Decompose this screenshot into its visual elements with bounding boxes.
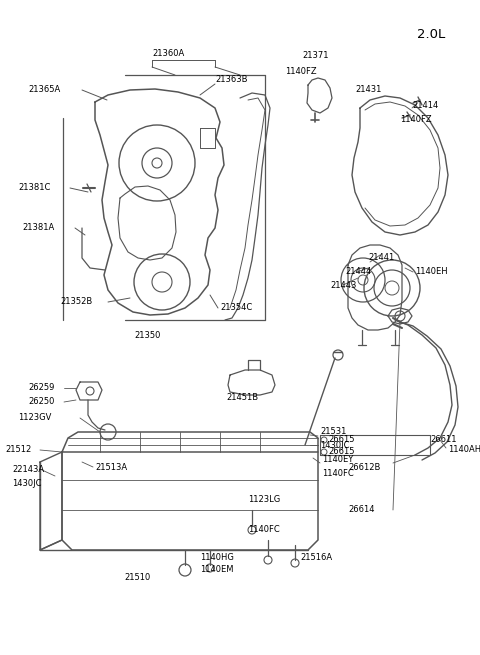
Text: 21510: 21510	[125, 574, 151, 582]
Text: 1140FC: 1140FC	[248, 525, 280, 534]
Text: 1140FZ: 1140FZ	[285, 67, 317, 77]
Text: 1140EY: 1140EY	[322, 455, 353, 464]
Text: 26615: 26615	[328, 436, 355, 445]
Text: 21365A: 21365A	[28, 86, 60, 94]
Text: 21381C: 21381C	[18, 183, 50, 193]
Text: 26250: 26250	[28, 398, 54, 407]
Text: 21513A: 21513A	[95, 464, 127, 472]
Text: 21414: 21414	[412, 100, 438, 109]
Text: 21354C: 21354C	[220, 303, 252, 312]
Text: 1140FC: 1140FC	[322, 468, 354, 477]
Text: 21516A: 21516A	[300, 553, 332, 563]
Text: 26259: 26259	[28, 383, 54, 392]
Text: 21360A: 21360A	[152, 48, 184, 58]
Text: 1140EH: 1140EH	[415, 267, 448, 276]
Text: 26611: 26611	[430, 436, 456, 445]
Circle shape	[152, 158, 162, 168]
Text: 21431: 21431	[355, 86, 382, 94]
Text: 21451B: 21451B	[226, 394, 258, 403]
Text: 1140EM: 1140EM	[200, 565, 233, 574]
Text: 21512: 21512	[6, 445, 32, 455]
Text: 1140FZ: 1140FZ	[400, 115, 432, 124]
Text: 26615: 26615	[328, 447, 355, 457]
Text: 21371: 21371	[302, 50, 328, 60]
Text: 22143A: 22143A	[12, 466, 44, 474]
Text: 21350: 21350	[135, 331, 161, 339]
Text: 21363B: 21363B	[215, 75, 248, 84]
Text: 21381A: 21381A	[22, 223, 54, 233]
Text: 1123LG: 1123LG	[248, 495, 280, 504]
Text: 21441: 21441	[368, 253, 394, 263]
Text: 21443: 21443	[330, 280, 356, 290]
Text: 26614: 26614	[348, 506, 374, 514]
Text: 1123GV: 1123GV	[18, 413, 51, 422]
Text: 21444: 21444	[345, 267, 371, 276]
Text: 1140AH: 1140AH	[448, 445, 480, 455]
Text: 21352B: 21352B	[60, 297, 92, 307]
Text: 26612B: 26612B	[348, 464, 380, 472]
Text: 21531: 21531	[320, 428, 347, 436]
Text: 1430JC: 1430JC	[12, 479, 41, 489]
Text: 1140HG: 1140HG	[200, 553, 234, 563]
Text: 1430JC: 1430JC	[320, 441, 349, 449]
Text: 2.0L: 2.0L	[417, 28, 445, 41]
